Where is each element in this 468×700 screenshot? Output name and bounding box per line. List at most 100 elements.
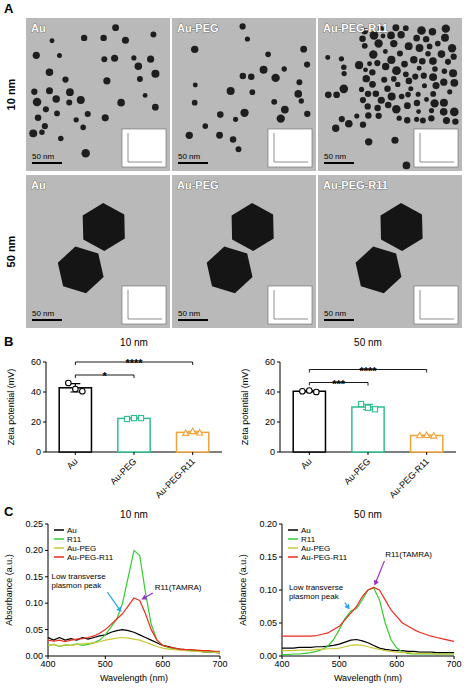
nanoparticle (85, 111, 91, 117)
nanoparticle (359, 35, 366, 42)
lines (282, 587, 454, 654)
nanoparticle (111, 55, 118, 62)
annotation-arrow (376, 561, 384, 582)
nanoparticle (410, 56, 418, 64)
data-point (190, 428, 196, 434)
y-tick (43, 452, 46, 453)
x-tick-label: 400 (274, 659, 289, 669)
y-tick (43, 362, 46, 363)
nanoparticle (33, 98, 42, 107)
legend-label: Au (301, 526, 311, 535)
nanoparticle (325, 55, 330, 60)
nanoparticle (429, 57, 437, 65)
nanoparticle (339, 85, 348, 94)
nanoparticle (74, 117, 79, 122)
figure: A10 nmAu50 nmAu-PEG50 nmAu-PEG-R1150 nm5… (0, 0, 468, 700)
tem-image (318, 175, 462, 328)
x-tick (309, 452, 310, 455)
nanoparticle (413, 35, 420, 42)
chart-title: 50 nm (354, 509, 382, 520)
annotation-line: plasmon peak (51, 581, 102, 590)
row-label: 10 nm (5, 78, 17, 110)
nanoparticle (450, 79, 458, 87)
nanoparticle (408, 86, 413, 91)
nanoparticle (401, 61, 408, 68)
y-tick (277, 422, 280, 423)
nanoparticle (80, 125, 86, 131)
legend-swatch (54, 529, 64, 531)
nanoparticle (240, 23, 246, 29)
nanoparticle (341, 71, 346, 76)
legend-label: Au-PEG-R11 (67, 553, 114, 562)
nanoparticle (360, 121, 366, 127)
y-tick (45, 524, 48, 525)
nanoparticle (374, 60, 380, 66)
tem-image (172, 18, 316, 171)
legend-swatch (54, 547, 64, 549)
y-tick-label: 0 (270, 447, 275, 457)
bar (293, 391, 325, 452)
y-tick (279, 557, 282, 558)
nanoparticle (376, 113, 382, 119)
image-label: Au-PEG-R11 (323, 22, 388, 34)
bar (352, 407, 384, 452)
significance-label: *** (332, 378, 346, 390)
data-point (73, 386, 79, 392)
inset-histogram (414, 286, 458, 324)
legend-swatch (54, 556, 64, 558)
spectrum-line (282, 587, 454, 641)
nanoparticle (447, 89, 452, 94)
nanoparticle (414, 117, 419, 122)
nanoparticle (81, 149, 90, 158)
nanoparticle (449, 69, 457, 77)
bar (177, 432, 209, 452)
nanoparticle (429, 108, 434, 113)
data-point (124, 416, 129, 421)
nanoparticle (404, 117, 410, 123)
bars (59, 380, 209, 452)
nanoparticle (416, 44, 424, 52)
y-tick (45, 629, 48, 630)
nanoparticle (245, 36, 250, 41)
inset-axes (274, 133, 308, 162)
annotation-line: R11(TAMRA) (385, 550, 432, 559)
annotation-line: Low transverse (289, 583, 344, 592)
nanoparticle (192, 100, 198, 106)
y-tick-label: 0.20 (259, 519, 277, 529)
scale-bar-label: 50 nm (178, 309, 201, 318)
y-tick (43, 422, 46, 423)
nanoparticle (406, 78, 413, 85)
legend-swatch (288, 556, 298, 558)
panel-letter: C (4, 504, 14, 519)
y-tick-label: 0.10 (259, 585, 277, 595)
y-tick-label: 0.10 (25, 598, 43, 608)
spectrum-line (282, 588, 454, 655)
nanoparticle (135, 62, 143, 70)
y-tick-label: 0.05 (25, 625, 43, 635)
y-tick-label: 0.25 (25, 519, 43, 529)
nanoparticle (419, 58, 426, 65)
nanoparticle (397, 50, 403, 56)
nanoparticle (29, 129, 37, 137)
scale-bar-label: 50 nm (32, 309, 55, 318)
nanoparticle (265, 51, 271, 57)
nanoparticle (423, 36, 429, 42)
inset-axes (420, 133, 454, 162)
nanoparticle (445, 59, 451, 65)
nanoparticle (443, 117, 450, 124)
nanoparticle (363, 67, 368, 72)
y-tick (279, 524, 282, 525)
y-tick-label: 0.15 (259, 552, 277, 562)
bar (118, 418, 150, 452)
nanoparticle (404, 102, 411, 109)
nanoparticle (412, 74, 418, 80)
tem-image (318, 18, 462, 171)
tem-background (26, 175, 170, 328)
annotation-line: Low transverse (51, 572, 106, 581)
y-tick-label: 0.20 (25, 545, 43, 555)
nanoparticle (381, 77, 387, 83)
nanoparticle (150, 31, 156, 37)
image-label: Au (31, 179, 46, 191)
nanoparticle (399, 94, 405, 100)
nanoparticle (381, 34, 386, 39)
